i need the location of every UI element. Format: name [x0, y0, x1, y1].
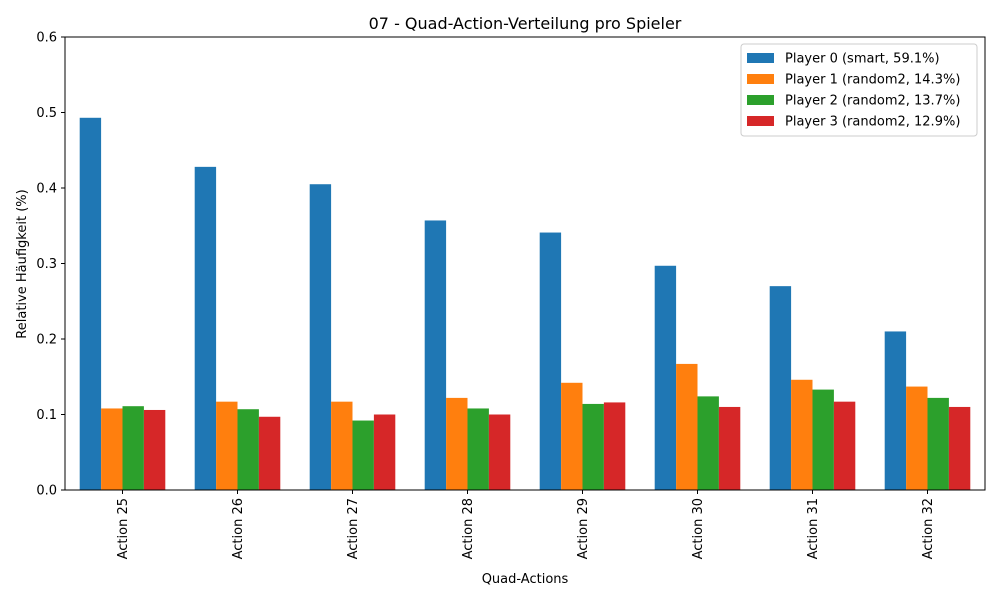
legend-swatch: [747, 95, 774, 105]
x-axis: Action 25 Action 26 Action 27 Action 28 Acti…: [116, 490, 936, 559]
x-tick-label: Action 27: [346, 498, 361, 559]
bar-series-2-action-25: [122, 406, 144, 490]
y-tick-label: 0.3: [36, 257, 57, 272]
bar-series-3-action-32: [948, 406, 971, 490]
bar-series-0-action-25: [79, 117, 102, 490]
legend-label: Player 0 (smart, 59.1%): [785, 52, 940, 67]
legend-label: Player 1 (random2, 14.3%): [785, 73, 960, 88]
x-axis-title: Quad-Actions: [482, 572, 569, 587]
bar-series-3-action-26: [258, 416, 281, 490]
y-tick-label: 0.2: [36, 333, 57, 348]
bar-series-3-action-29: [603, 402, 626, 490]
x-tick-label: Action 28: [461, 498, 476, 559]
x-tick-label: Action 32: [921, 498, 936, 559]
bar-series-2-action-26: [237, 409, 259, 490]
chart-title: 07 - Quad-Action-Verteilung pro Spieler: [369, 14, 682, 33]
bar-series-1-action-26: [216, 401, 238, 490]
bar-series-0-action-26: [194, 166, 217, 491]
bar-series-2-action-28: [467, 408, 489, 490]
bar-series-3-action-28: [488, 414, 511, 490]
bar-series-0-action-27: [309, 184, 332, 490]
bar-series-2-action-31: [812, 389, 834, 490]
bar-series-2-action-29: [582, 403, 604, 490]
bar-series-0-action-32: [884, 331, 907, 490]
legend-swatch: [747, 116, 774, 126]
legend-label: Player 3 (random2, 12.9%): [785, 115, 960, 130]
bars-group: [79, 117, 971, 491]
bar-series-3-action-27: [373, 414, 396, 490]
x-tick-label: Action 29: [576, 498, 591, 559]
bar-series-1-action-31: [791, 379, 813, 490]
x-tick-label: Action 26: [231, 498, 246, 559]
legend-swatch: [747, 74, 774, 84]
bar-series-2-action-32: [927, 397, 949, 490]
y-tick-label: 0.5: [36, 106, 57, 121]
bar-series-1-action-29: [561, 382, 583, 490]
bar-series-0-action-30: [654, 265, 677, 490]
x-tick-label: Action 25: [116, 498, 131, 559]
bar-series-3-action-30: [718, 406, 741, 490]
bar-series-1-action-25: [101, 408, 123, 490]
y-axis-title: Relative Häufigkeit (%): [15, 189, 30, 338]
bar-series-1-action-28: [446, 397, 468, 490]
y-tick-label: 0.4: [36, 182, 57, 197]
bar-series-0-action-31: [769, 286, 792, 490]
x-tick-label: Action 31: [806, 498, 821, 559]
y-tick-label: 0.6: [36, 31, 57, 46]
legend-label: Player 2 (random2, 13.7%): [785, 94, 960, 109]
y-axis: 0.0 0.1 0.2 0.3 0.4 0.5 0.6: [36, 31, 65, 499]
y-tick-label: 0.0: [36, 484, 57, 499]
bar-series-0-action-29: [539, 232, 562, 491]
bar-series-1-action-32: [906, 386, 928, 490]
bar-series-2-action-27: [352, 420, 374, 490]
bar-series-1-action-30: [676, 363, 698, 490]
legend-swatch: [747, 53, 774, 63]
x-tick-label: Action 30: [691, 498, 706, 559]
bar-series-0-action-28: [424, 220, 447, 490]
bar-series-3-action-25: [143, 409, 166, 490]
legend-box: [740, 43, 978, 137]
bar-series-2-action-30: [697, 396, 719, 490]
legend: Player 0 (smart, 59.1%) Player 1 (random2…: [740, 43, 978, 137]
bar-series-1-action-27: [331, 401, 353, 490]
y-tick-label: 0.1: [36, 408, 57, 423]
bar-series-3-action-31: [833, 401, 856, 490]
